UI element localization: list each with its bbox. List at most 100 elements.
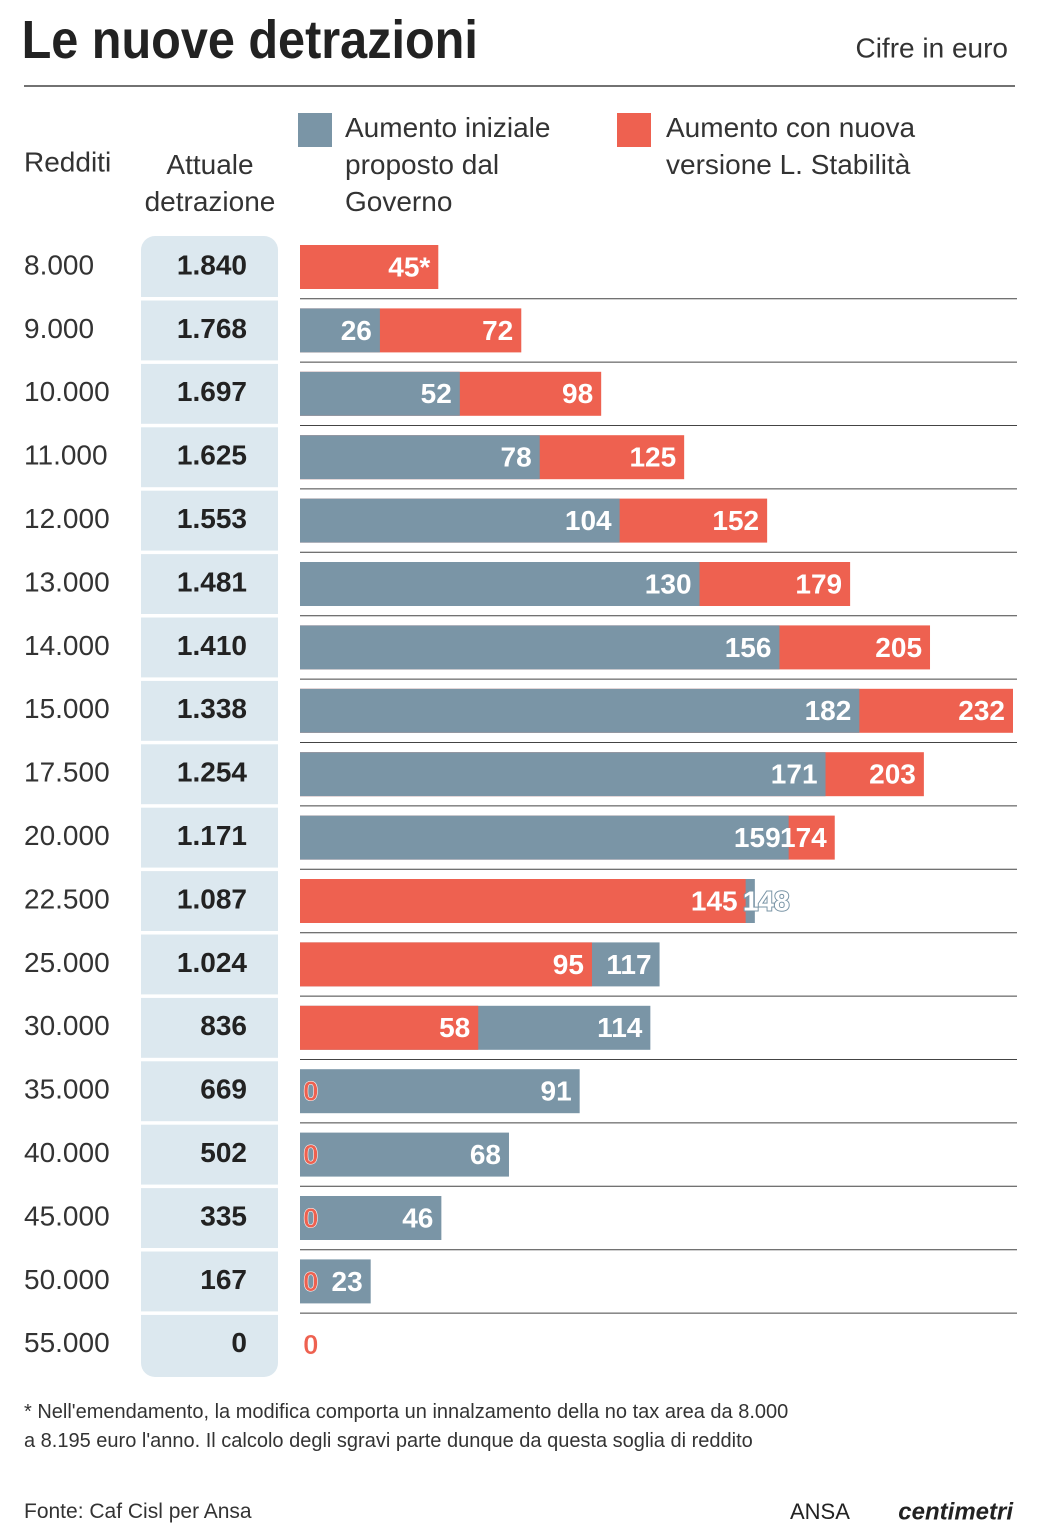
category-label: 55.000 xyxy=(24,1327,110,1358)
category-label: 14.000 xyxy=(24,630,110,661)
brand: ANSA xyxy=(790,1499,850,1524)
footnote: * Nell'emendamento, la modifica comporta… xyxy=(24,1401,789,1452)
chart-subtitle: Cifre in euro xyxy=(855,32,1008,63)
value-label: 0 xyxy=(303,1139,319,1170)
row-separator xyxy=(141,677,278,681)
value-label: 182 xyxy=(805,695,852,726)
legend-label: Aumento iniziale proposto dal Governo xyxy=(345,112,551,217)
table-value: 1.697 xyxy=(177,376,247,407)
value-label: 0 xyxy=(303,1076,319,1107)
value-label: 159 xyxy=(734,822,781,853)
bar xyxy=(300,308,380,353)
bar xyxy=(300,1069,580,1114)
chart-title: Le nuove detrazioni xyxy=(22,9,478,70)
category-label: 11.000 xyxy=(24,440,108,471)
row-separator xyxy=(141,1311,278,1315)
legend-label: Aumento con nuova versione L. Stabilità xyxy=(666,112,916,180)
category-label: 20.000 xyxy=(24,820,110,851)
table-value: 1.024 xyxy=(177,947,247,978)
value-label: 114 xyxy=(597,1012,643,1043)
table-value: 1.087 xyxy=(177,883,247,914)
bar xyxy=(300,815,789,860)
category-label: 15.000 xyxy=(24,693,110,724)
brand: centimetri xyxy=(898,1498,1014,1525)
bar xyxy=(300,1259,371,1304)
bar xyxy=(300,435,540,480)
value-label: 26 xyxy=(341,315,372,346)
value-label: 91 xyxy=(541,1076,572,1107)
bar xyxy=(300,688,860,733)
row-separator xyxy=(141,1121,278,1125)
value-label: 46 xyxy=(402,1202,433,1233)
row-separator xyxy=(141,1184,278,1189)
bar xyxy=(300,498,620,543)
category-label: 13.000 xyxy=(24,566,110,597)
table-value: 0 xyxy=(231,1327,247,1358)
bar xyxy=(300,625,780,670)
value-label: 152 xyxy=(712,505,759,536)
value-label: 205 xyxy=(875,632,922,663)
table-value: 1.254 xyxy=(177,757,247,788)
table-value: 1.553 xyxy=(177,503,247,534)
category-label: Redditi xyxy=(24,146,111,177)
value-label: 0 xyxy=(303,1329,319,1360)
category-label: 9.000 xyxy=(24,313,94,344)
bar xyxy=(300,879,746,923)
value-label: 78 xyxy=(501,442,532,473)
row-separator xyxy=(141,740,278,745)
value-label: 58 xyxy=(439,1012,470,1043)
table-value: 1.625 xyxy=(177,440,247,471)
value-label: 72 xyxy=(482,315,513,346)
bar xyxy=(300,371,460,416)
value-label: 95 xyxy=(553,949,584,980)
table-value: 1.171 xyxy=(177,820,247,851)
row-separator xyxy=(141,550,278,555)
value-label: 203 xyxy=(869,759,916,790)
value-label: 179 xyxy=(795,568,842,599)
column-header: Attuale detrazione xyxy=(144,149,276,217)
row-separator xyxy=(141,1248,278,1252)
row-separator xyxy=(141,423,278,428)
bar xyxy=(300,752,826,797)
bar xyxy=(300,245,439,289)
value-label: 171 xyxy=(771,759,818,790)
category-label: 30.000 xyxy=(24,1010,110,1041)
category-label: 50.000 xyxy=(24,1264,110,1295)
table-value: 669 xyxy=(200,1074,247,1105)
category-label: 40.000 xyxy=(24,1137,110,1168)
table-value: 836 xyxy=(200,1010,247,1041)
bar xyxy=(300,1005,479,1050)
table-value: 335 xyxy=(200,1200,247,1231)
category-label: 22.500 xyxy=(24,883,110,914)
legend-swatch xyxy=(617,113,651,147)
row-separator xyxy=(141,297,278,301)
row-separator xyxy=(141,931,278,935)
table-value: 1.481 xyxy=(177,566,247,597)
value-label: 130 xyxy=(645,568,692,599)
category-label: 45.000 xyxy=(24,1200,110,1231)
source: Fonte: Caf Cisl per Ansa xyxy=(24,1500,252,1523)
table-value: 167 xyxy=(200,1264,247,1295)
bar xyxy=(300,562,700,606)
row-separator xyxy=(141,804,278,808)
row-separator xyxy=(141,360,278,364)
value-label: 0 xyxy=(303,1202,319,1233)
legend-swatch xyxy=(298,113,332,147)
table-value: 502 xyxy=(200,1137,247,1168)
row-separator xyxy=(141,487,278,491)
value-label: 117 xyxy=(606,949,651,980)
bar xyxy=(300,1196,442,1240)
bar xyxy=(300,942,592,987)
category-label: 12.000 xyxy=(24,503,110,534)
value-label: 125 xyxy=(629,442,676,473)
value-label: 98 xyxy=(562,378,593,409)
bar xyxy=(300,1132,509,1177)
table-value: 1.840 xyxy=(177,249,247,280)
value-label: 174 xyxy=(780,822,827,853)
category-label: 10.000 xyxy=(24,376,110,407)
table-value: 1.410 xyxy=(177,630,247,661)
value-label: 145 xyxy=(691,885,738,916)
row-separator xyxy=(141,994,278,998)
